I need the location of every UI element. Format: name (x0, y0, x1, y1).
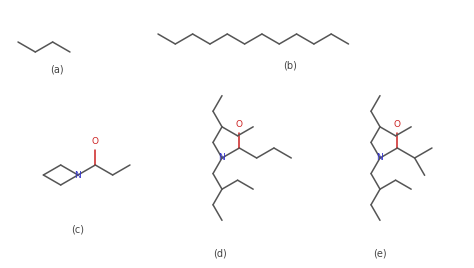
Text: N: N (219, 154, 225, 162)
Text: O: O (236, 120, 243, 129)
Text: (b): (b) (283, 60, 297, 70)
Text: O: O (92, 137, 99, 146)
Text: (e): (e) (373, 248, 387, 258)
Text: O: O (394, 120, 401, 129)
Text: (c): (c) (72, 225, 84, 235)
Text: N: N (74, 170, 82, 180)
Text: N: N (377, 154, 383, 162)
Text: (d): (d) (213, 248, 227, 258)
Text: (a): (a) (50, 65, 64, 75)
